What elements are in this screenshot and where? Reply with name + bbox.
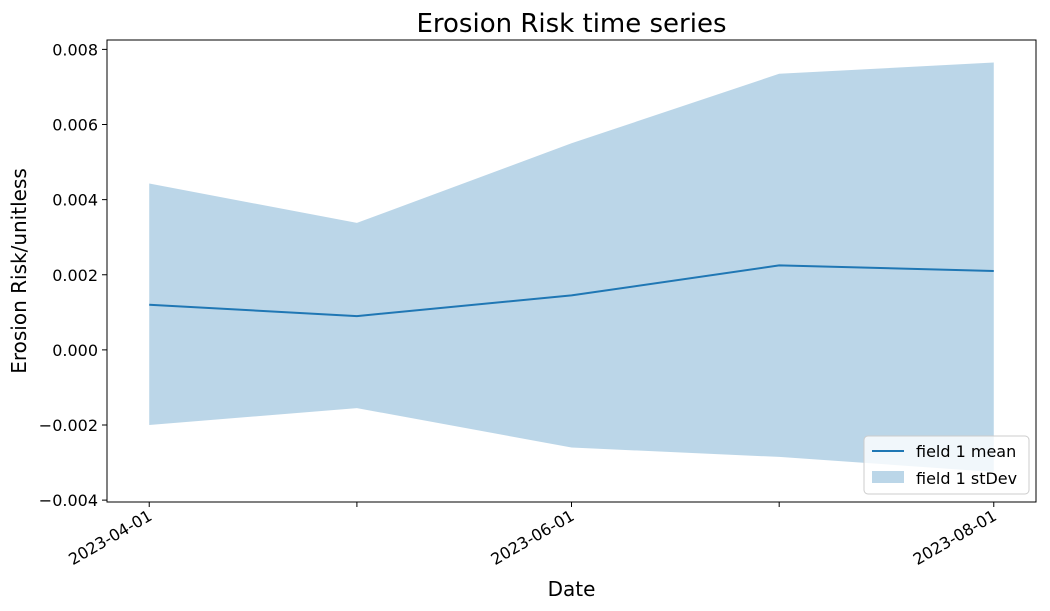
chart-title: Erosion Risk time series [416, 9, 726, 39]
plot-area [149, 62, 994, 472]
stdev-band-layer [149, 62, 994, 472]
y-tick-label-1: −0.002 [39, 416, 98, 435]
y-tick-label-0: −0.004 [39, 491, 98, 510]
y-tick-label-5: 0.006 [52, 116, 98, 135]
x-axis-label: Date [548, 577, 596, 601]
y-axis: −0.004 −0.002 0.000 0.002 0.004 0.006 0.008 [39, 40, 107, 510]
series-mean-line [149, 264, 994, 318]
legend-mean-label: field 1 mean [916, 442, 1016, 461]
y-tick-label-3: 0.002 [52, 266, 98, 285]
y-tick-label-4: 0.004 [52, 191, 98, 210]
series-stdev-band [149, 62, 994, 472]
y-axis-label: Erosion Risk/unitless [7, 168, 31, 374]
y-tick-label-6: 0.008 [52, 40, 98, 59]
legend-stdev-swatch [872, 471, 904, 483]
legend: field 1 mean field 1 stDev [863, 435, 1030, 495]
mean-line-layer [149, 264, 994, 318]
y-tick-label-2: 0.000 [52, 341, 98, 360]
legend-box [863, 435, 1030, 495]
legend-stdev-label: field 1 stDev [916, 469, 1017, 488]
